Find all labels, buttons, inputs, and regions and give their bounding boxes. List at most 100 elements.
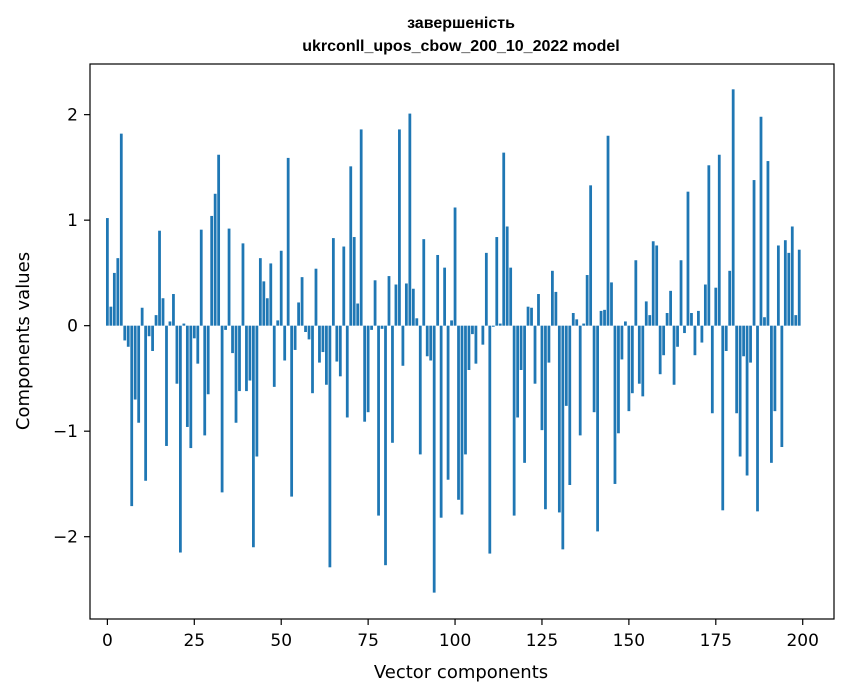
bar-component-27 — [199, 229, 203, 326]
bar-component-177 — [721, 325, 725, 511]
bar-component-128 — [551, 270, 554, 326]
bar-component-40 — [245, 325, 248, 392]
bar-component-123 — [533, 325, 537, 384]
bar-component-170 — [697, 310, 700, 326]
bar-component-92 — [425, 325, 429, 357]
bar-component-6 — [126, 325, 130, 347]
bar-component-196 — [787, 252, 791, 326]
bar-component-64 — [328, 325, 332, 568]
bar-component-55 — [297, 302, 300, 326]
bar-component-103 — [464, 325, 467, 455]
bar-component-144 — [606, 135, 610, 326]
bar-component-2 — [112, 272, 116, 326]
bar-component-163 — [672, 325, 676, 385]
y-tick-label: 0 — [67, 317, 78, 337]
bar-component-91 — [422, 239, 426, 326]
bar-component-9 — [137, 325, 141, 423]
x-tick-label: 100 — [439, 631, 471, 651]
bar-component-73 — [359, 129, 363, 326]
bar-component-46 — [265, 298, 269, 326]
bar-component-167 — [686, 191, 690, 326]
x-axis-ticks: 0 25 50 75 100 125 150 175 200 — [102, 619, 819, 651]
bar-component-43 — [255, 325, 259, 457]
bar-component-66 — [335, 325, 339, 362]
bar-component-7 — [130, 325, 134, 507]
x-tick-label: 25 — [183, 631, 205, 651]
bar-component-118 — [516, 325, 520, 418]
bar-component-8 — [133, 325, 137, 400]
bar-component-160 — [662, 325, 666, 356]
bar-component-135 — [575, 319, 579, 326]
bar-component-106 — [474, 325, 478, 364]
bar-component-122 — [530, 307, 533, 326]
chart-title-line-2: ukrconll_upos_cbow_200_10_2022 model — [302, 38, 619, 55]
bar-component-130 — [557, 325, 561, 513]
bar-component-41 — [248, 325, 252, 381]
bar-component-17 — [165, 325, 168, 446]
bar-component-33 — [220, 325, 224, 493]
bar-component-145 — [610, 282, 613, 326]
bar-component-155 — [644, 301, 648, 326]
bar-component-48 — [272, 325, 276, 387]
bar-component-176 — [717, 154, 721, 326]
bar-component-124 — [537, 294, 540, 326]
bar-component-115 — [505, 226, 509, 326]
bar-component-138 — [585, 275, 589, 326]
bar-component-188 — [759, 116, 763, 326]
bar-component-181 — [735, 325, 739, 414]
bar-component-121 — [526, 306, 530, 326]
bar-component-97 — [443, 267, 447, 326]
bar-component-53 — [290, 325, 294, 497]
bar-component-147 — [617, 325, 620, 434]
bar-component-54 — [293, 325, 297, 350]
bar-component-90 — [418, 325, 422, 455]
bar-component-194 — [780, 325, 784, 448]
bar-component-25 — [192, 325, 196, 339]
bar-component-65 — [331, 238, 335, 326]
bar-component-191 — [770, 325, 773, 463]
bar-component-89 — [415, 318, 419, 326]
bar-component-162 — [669, 290, 672, 326]
bar-component-77 — [373, 280, 377, 326]
bar-component-39 — [241, 243, 245, 326]
bar-component-178 — [724, 325, 728, 351]
y-axis-ticks: 2 1 0 −1 −2 — [53, 106, 90, 548]
bar-component-174 — [710, 325, 714, 414]
bar-component-125 — [540, 325, 544, 431]
bar-component-120 — [523, 325, 526, 463]
bar-component-63 — [325, 325, 328, 385]
bar-component-52 — [286, 157, 290, 326]
bar-component-100 — [453, 207, 457, 326]
bar-component-22 — [182, 323, 186, 326]
bar-component-151 — [630, 325, 634, 394]
bar-component-153 — [637, 325, 641, 384]
bar-component-86 — [404, 283, 408, 326]
x-tick-label: 125 — [526, 631, 558, 651]
bar-component-114 — [502, 152, 506, 326]
bar-component-95 — [436, 254, 440, 326]
bar-component-18 — [168, 321, 172, 326]
bar-component-3 — [116, 258, 120, 326]
bar-component-117 — [512, 325, 516, 516]
bar-component-187 — [756, 325, 759, 512]
bar-component-71 — [352, 237, 356, 326]
bar-component-192 — [773, 325, 777, 412]
bar-component-31 — [213, 193, 217, 326]
bar-component-112 — [495, 237, 499, 326]
bar-component-58 — [307, 325, 311, 340]
bar-component-57 — [304, 325, 307, 332]
bar-component-142 — [599, 310, 603, 326]
bar-component-15 — [158, 230, 161, 326]
bar-component-197 — [790, 226, 794, 326]
bar-component-42 — [252, 325, 255, 548]
y-tick-label: 2 — [67, 106, 78, 126]
bar-component-0 — [105, 218, 109, 326]
x-tick-label: 75 — [357, 631, 379, 651]
bar-component-35 — [227, 228, 231, 326]
bar-component-79 — [380, 325, 384, 329]
bar-component-198 — [794, 315, 798, 326]
bar-component-110 — [488, 325, 492, 554]
bar-component-111 — [491, 325, 495, 327]
